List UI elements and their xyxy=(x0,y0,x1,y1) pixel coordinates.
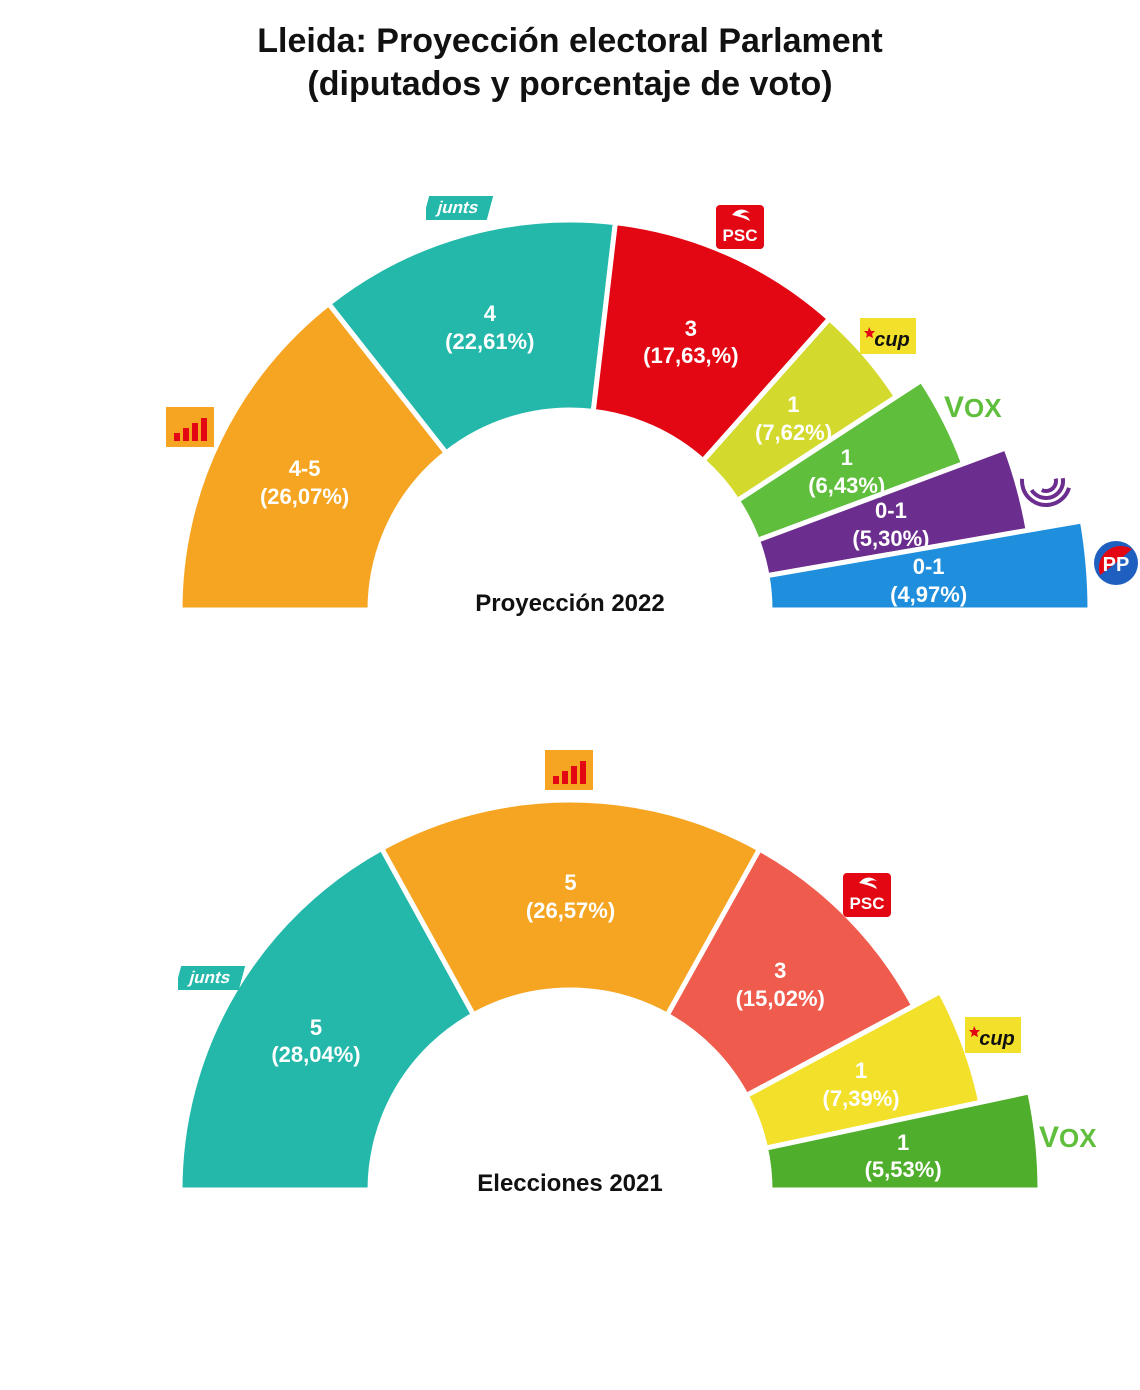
svg-text:junts: junts xyxy=(434,197,481,217)
cup-logo: cup xyxy=(963,1007,1023,1068)
svg-text:OX: OX xyxy=(964,393,1002,423)
svg-text:cup: cup xyxy=(874,329,910,351)
psc-logo: PSC xyxy=(839,867,895,928)
chart-elec2021: Elecciones 20215(28,04%)junts5(26,57%)3(… xyxy=(20,790,1120,1320)
title-line-2: (diputados y porcentaje de voto) xyxy=(307,65,832,103)
psc-logo: PSC xyxy=(712,199,768,260)
svg-text:cup: cup xyxy=(979,1028,1015,1050)
title-line-1: Lleida: Proyección electoral Parlament xyxy=(257,22,882,60)
center-label: Proyección 2022 xyxy=(460,590,680,618)
svg-text:PSC: PSC xyxy=(723,226,758,245)
vox-logo: VOX xyxy=(942,379,1012,440)
erc-logo xyxy=(162,399,218,460)
page-title: Lleida: Proyección electoral Parlament (… xyxy=(0,20,1140,105)
svg-text:PP: PP xyxy=(1103,554,1130,576)
pp-logo: PP xyxy=(1088,535,1140,596)
svg-text:junts: junts xyxy=(187,968,234,988)
svg-text:V: V xyxy=(1039,1121,1059,1154)
junts-logo: junts xyxy=(426,178,504,239)
svg-text:V: V xyxy=(944,391,964,424)
cup-logo: cup xyxy=(858,308,918,369)
chart-proj2022: Proyección 20224-5(26,07%)4(22,61%)junts… xyxy=(20,210,1120,790)
vox-logo: VOX xyxy=(1037,1109,1107,1170)
erc-logo xyxy=(541,742,597,803)
center-label: Elecciones 2021 xyxy=(460,1170,680,1198)
comuns-logo xyxy=(1018,453,1074,514)
svg-text:PSC: PSC xyxy=(850,894,885,913)
junts-logo: junts xyxy=(178,948,256,1009)
svg-text:OX: OX xyxy=(1059,1123,1097,1153)
